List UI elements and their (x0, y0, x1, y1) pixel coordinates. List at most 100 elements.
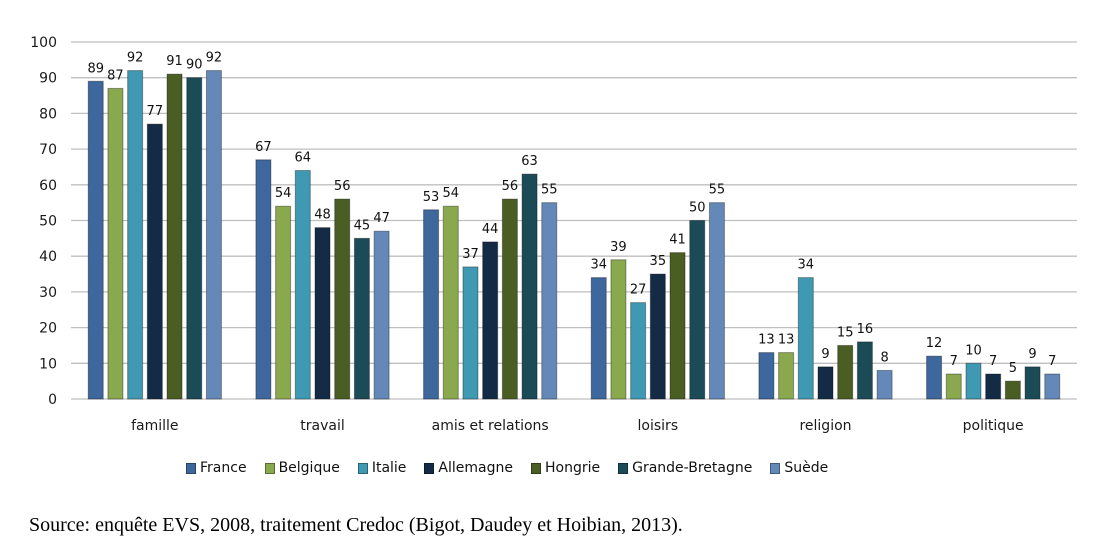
legend-item: Hongrie (530, 460, 601, 476)
y-tick-label: 30 (39, 285, 57, 301)
legend-label: France (200, 460, 247, 476)
category-label: amis et relations (432, 418, 549, 434)
bar-belgique-politique (945, 373, 962, 400)
bar-belgique-travail (275, 205, 292, 400)
data-label: 34 (590, 258, 607, 273)
data-label: 67 (255, 140, 272, 155)
data-label: 7 (1048, 354, 1056, 369)
data-label: 41 (669, 233, 686, 248)
data-label: 9 (1028, 347, 1036, 362)
data-label: 37 (462, 247, 479, 262)
bar-grande-bretagne-politique (1024, 366, 1041, 400)
bar-allemagne-politique (985, 373, 1002, 400)
bar-su-de-politique (1044, 373, 1061, 400)
category-label: politique (963, 418, 1024, 434)
y-tick-label: 0 (48, 392, 57, 408)
data-label: 7 (989, 354, 997, 369)
data-label: 92 (206, 51, 223, 66)
data-label: 92 (127, 51, 144, 66)
bar-italie-loisirs (630, 302, 647, 400)
legend-item: Belgique (264, 460, 340, 476)
y-tick-label: 20 (39, 321, 57, 337)
bar-su-de-amis-et-relations (541, 202, 558, 400)
bar-allemagne-loisirs (649, 273, 666, 400)
bar-belgique-famille (107, 87, 124, 400)
data-label: 90 (186, 58, 203, 73)
legend-swatch (618, 462, 629, 474)
data-label: 77 (147, 104, 164, 119)
bar-allemagne-religion (817, 366, 834, 400)
bar-france-religion (758, 352, 775, 400)
data-label: 63 (521, 154, 538, 169)
data-label: 5 (1009, 361, 1017, 376)
legend: France Belgique Italie Allemagne Hongrie Gran… (186, 460, 846, 476)
legend-swatch (424, 462, 435, 474)
bar-su-de-loisirs (708, 202, 725, 400)
bar-hongrie-politique (1004, 380, 1021, 400)
legend-swatch (357, 462, 368, 474)
data-label: 48 (314, 208, 331, 223)
bar-su-de-famille (205, 70, 222, 400)
bar-allemagne-travail (314, 227, 331, 400)
category-label: religion (799, 418, 851, 434)
bar-hongrie-famille (166, 73, 183, 400)
legend-label: Belgique (278, 460, 340, 476)
bar-grande-bretagne-travail (353, 237, 370, 400)
x-axis-categories: famille travail amis et relations loisirs re… (131, 418, 1024, 434)
y-tick-label: 50 (39, 214, 57, 230)
bar-italie-amis-et-relations (462, 266, 479, 400)
data-label: 10 (965, 343, 982, 358)
data-label: 39 (610, 240, 627, 255)
legend-item: Grande-Bretagne (618, 460, 752, 476)
data-label: 56 (502, 179, 519, 194)
legend-label: Hongrie (544, 460, 601, 476)
y-tick-label: 100 (30, 35, 57, 51)
bar-france-politique (926, 355, 943, 400)
data-label: 55 (541, 183, 558, 198)
data-label: 34 (798, 258, 815, 273)
data-label: 44 (482, 222, 499, 237)
legend-swatch (186, 462, 196, 474)
bar-grande-bretagne-religion (856, 341, 873, 400)
y-tick-label: 60 (39, 178, 57, 194)
bars (87, 70, 1061, 400)
data-label: 9 (821, 347, 829, 362)
data-label: 55 (709, 183, 726, 198)
category-label: famille (131, 418, 178, 434)
data-label: 8 (880, 350, 888, 365)
bar-allemagne-amis-et-relations (482, 241, 499, 400)
bar-su-de-religion (876, 369, 893, 400)
y-tick-label: 80 (39, 106, 57, 122)
data-label: 15 (837, 325, 854, 340)
bar-italie-travail (294, 170, 311, 400)
data-label: 13 (778, 333, 795, 348)
legend-label: Allemagne (438, 460, 513, 476)
bar-hongrie-loisirs (669, 252, 686, 400)
bar-belgique-amis-et-relations (442, 205, 459, 400)
bar-grande-bretagne-famille (186, 77, 203, 400)
y-tick-label: 70 (39, 142, 57, 158)
data-label: 13 (758, 333, 775, 348)
legend-swatch (770, 462, 781, 474)
bar-france-loisirs (590, 277, 607, 400)
bar-belgique-loisirs (610, 259, 627, 400)
data-label: 47 (373, 211, 390, 226)
data-label: 35 (650, 254, 667, 269)
bar-italie-famille (127, 70, 144, 400)
legend-label: Suède (784, 460, 829, 476)
bar-france-amis-et-relations (423, 209, 440, 400)
source-note: Source: enquête EVS, 2008, traitement Cr… (29, 514, 683, 536)
data-label: 53 (423, 190, 440, 205)
data-label: 12 (926, 336, 943, 351)
bar-grande-bretagne-amis-et-relations (521, 173, 538, 400)
data-label: 16 (857, 322, 874, 337)
bar-italie-religion (797, 277, 814, 400)
data-label: 54 (275, 186, 292, 201)
bar-hongrie-amis-et-relations (501, 198, 518, 400)
legend-swatch (530, 462, 541, 474)
data-label: 91 (166, 54, 183, 69)
bar-su-de-travail (373, 230, 390, 400)
gridlines (71, 41, 1077, 400)
